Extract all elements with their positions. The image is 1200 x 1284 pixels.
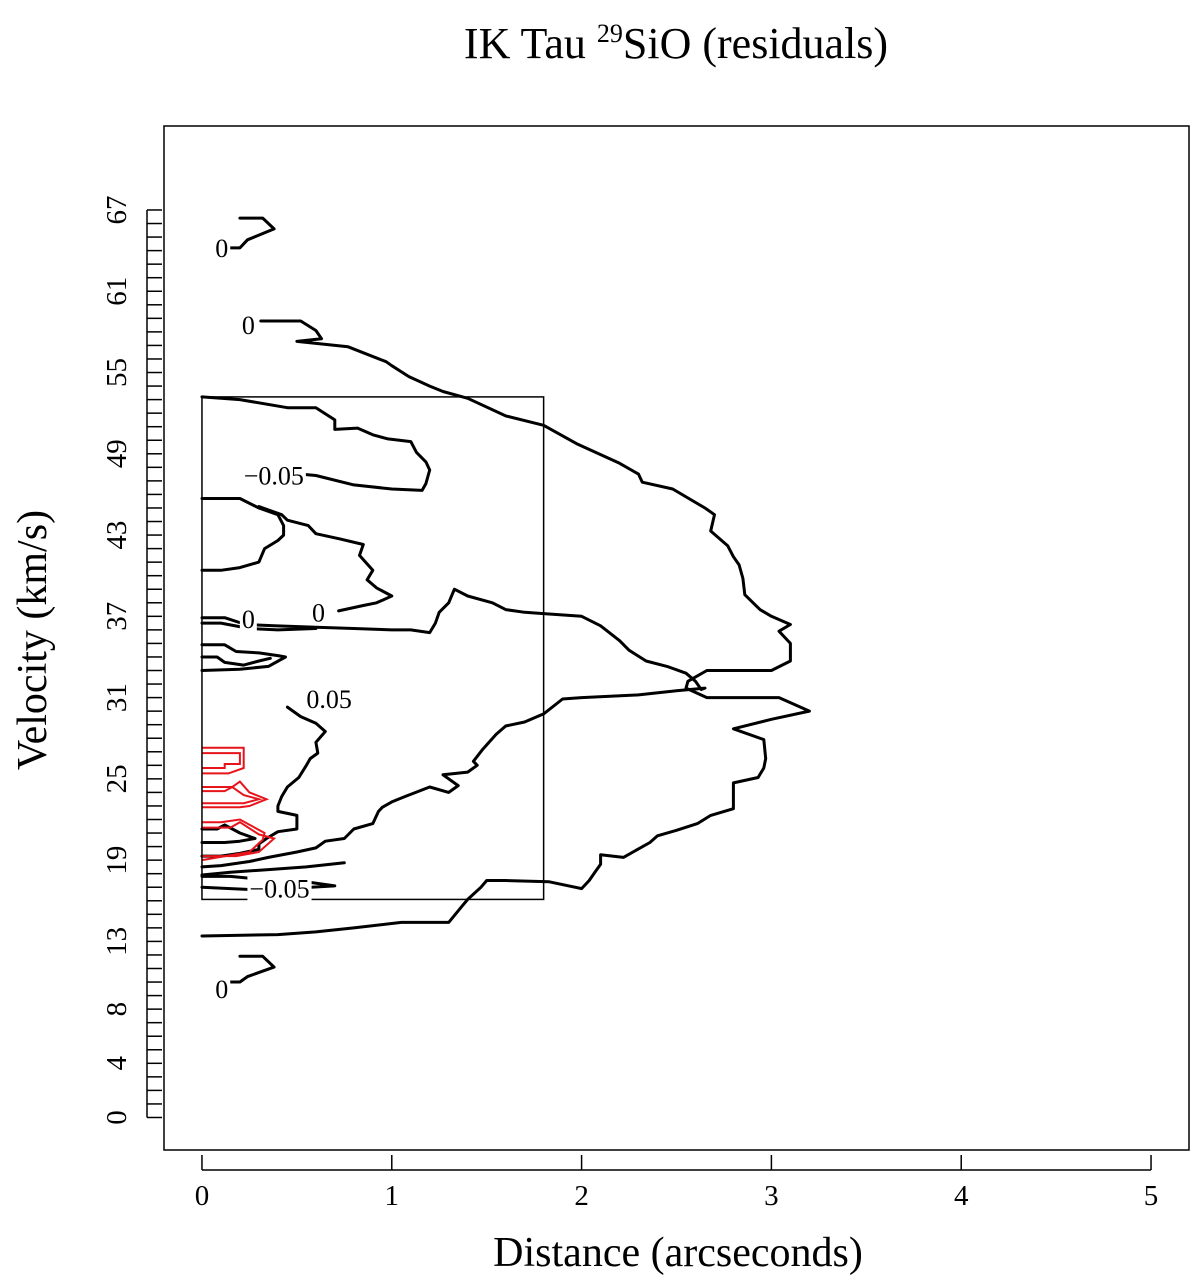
contour-label-0: 0 <box>215 234 228 263</box>
plot-frame <box>163 125 1190 1151</box>
x-tick-label-0: 0 <box>195 1180 210 1212</box>
x-axis-label: Distance (arcseconds) <box>493 1230 863 1276</box>
y-tick-label-2: 8 <box>101 1002 133 1017</box>
y-tick-label-7: 37 <box>101 602 133 631</box>
contour-label-4: 0 <box>312 598 325 627</box>
x-axis: 0 1 2 3 4 5 <box>195 1155 1159 1212</box>
contour-label-bg-1 <box>239 313 257 339</box>
contour-line-16 <box>202 780 270 809</box>
y-tick-label-1: 4 <box>101 1056 133 1071</box>
chart-title: IK Tau 29SiO (residuals) <box>464 19 888 68</box>
contour-label-2: −0.05 <box>244 461 304 490</box>
x-tick-label-1: 1 <box>385 1180 400 1212</box>
contour-line-14 <box>202 752 241 769</box>
contour-label-bg-6 <box>247 876 312 902</box>
y-tick-label-8: 43 <box>101 521 133 550</box>
contour-line-13 <box>200 861 346 877</box>
contour-line-1 <box>213 954 276 984</box>
contour-label-1: 0 <box>242 311 255 340</box>
contour-line-0 <box>213 216 276 250</box>
y-tick-label-0: 0 <box>101 1110 133 1125</box>
y-tick-label-9: 49 <box>101 439 133 468</box>
region-box <box>201 396 545 901</box>
contour-line-4 <box>200 497 286 572</box>
contour-label-bg-2 <box>241 463 306 489</box>
contour-line-19 <box>201 818 266 862</box>
y-tick-label-6: 31 <box>101 683 133 712</box>
contour-line-9 <box>200 655 272 667</box>
y-tick-label-11: 61 <box>101 277 133 306</box>
y-axis-label: Velocity (km/s) <box>10 510 56 770</box>
y-axis: 0 4 8 13 19 25 31 37 43 49 55 61 67 <box>101 196 162 1125</box>
contour-line-10 <box>200 705 327 858</box>
contour-line-12 <box>200 874 337 892</box>
contour-label-bg-0 <box>213 235 231 261</box>
contour-line-5 <box>200 587 707 869</box>
contour-line-17 <box>202 785 263 805</box>
contour-line-3 <box>200 395 432 492</box>
contour-line-7 <box>257 505 394 613</box>
y-tick-label-3: 13 <box>101 927 133 956</box>
contour-label-bg-5 <box>304 686 354 712</box>
contour-label-bg-7 <box>213 976 231 1002</box>
chart-title-suffix: SiO (residuals) <box>623 19 888 68</box>
contour-label-5: 0.05 <box>306 685 352 714</box>
contour-line-15 <box>202 746 245 775</box>
contour-line-18 <box>202 821 277 858</box>
x-tick-label-4: 4 <box>954 1180 969 1212</box>
contour-label-6: −0.05 <box>249 875 309 904</box>
chart-title-superscript: 29 <box>597 19 623 48</box>
contour-label-bg-4 <box>310 600 328 626</box>
chart-title-prefix: IK Tau <box>464 19 597 68</box>
x-tick-label-2: 2 <box>574 1180 589 1212</box>
contour-label-7: 0 <box>215 975 228 1004</box>
y-tick-label-4: 19 <box>101 846 133 875</box>
plot-layer: 0 0 −0.05 0 0 0.05 −0.05 0 <box>200 216 811 1004</box>
y-tick-label-12: 67 <box>101 196 133 225</box>
contour-label-bg-3 <box>239 607 257 633</box>
contour-line-8 <box>200 643 287 672</box>
x-tick-label-5: 5 <box>1144 1180 1159 1212</box>
y-tick-label-10: 55 <box>101 358 133 387</box>
contour-label-3: 0 <box>242 605 255 634</box>
x-tick-label-3: 3 <box>764 1180 779 1212</box>
contour-line-2 <box>200 319 811 938</box>
y-tick-label-5: 25 <box>101 764 133 793</box>
